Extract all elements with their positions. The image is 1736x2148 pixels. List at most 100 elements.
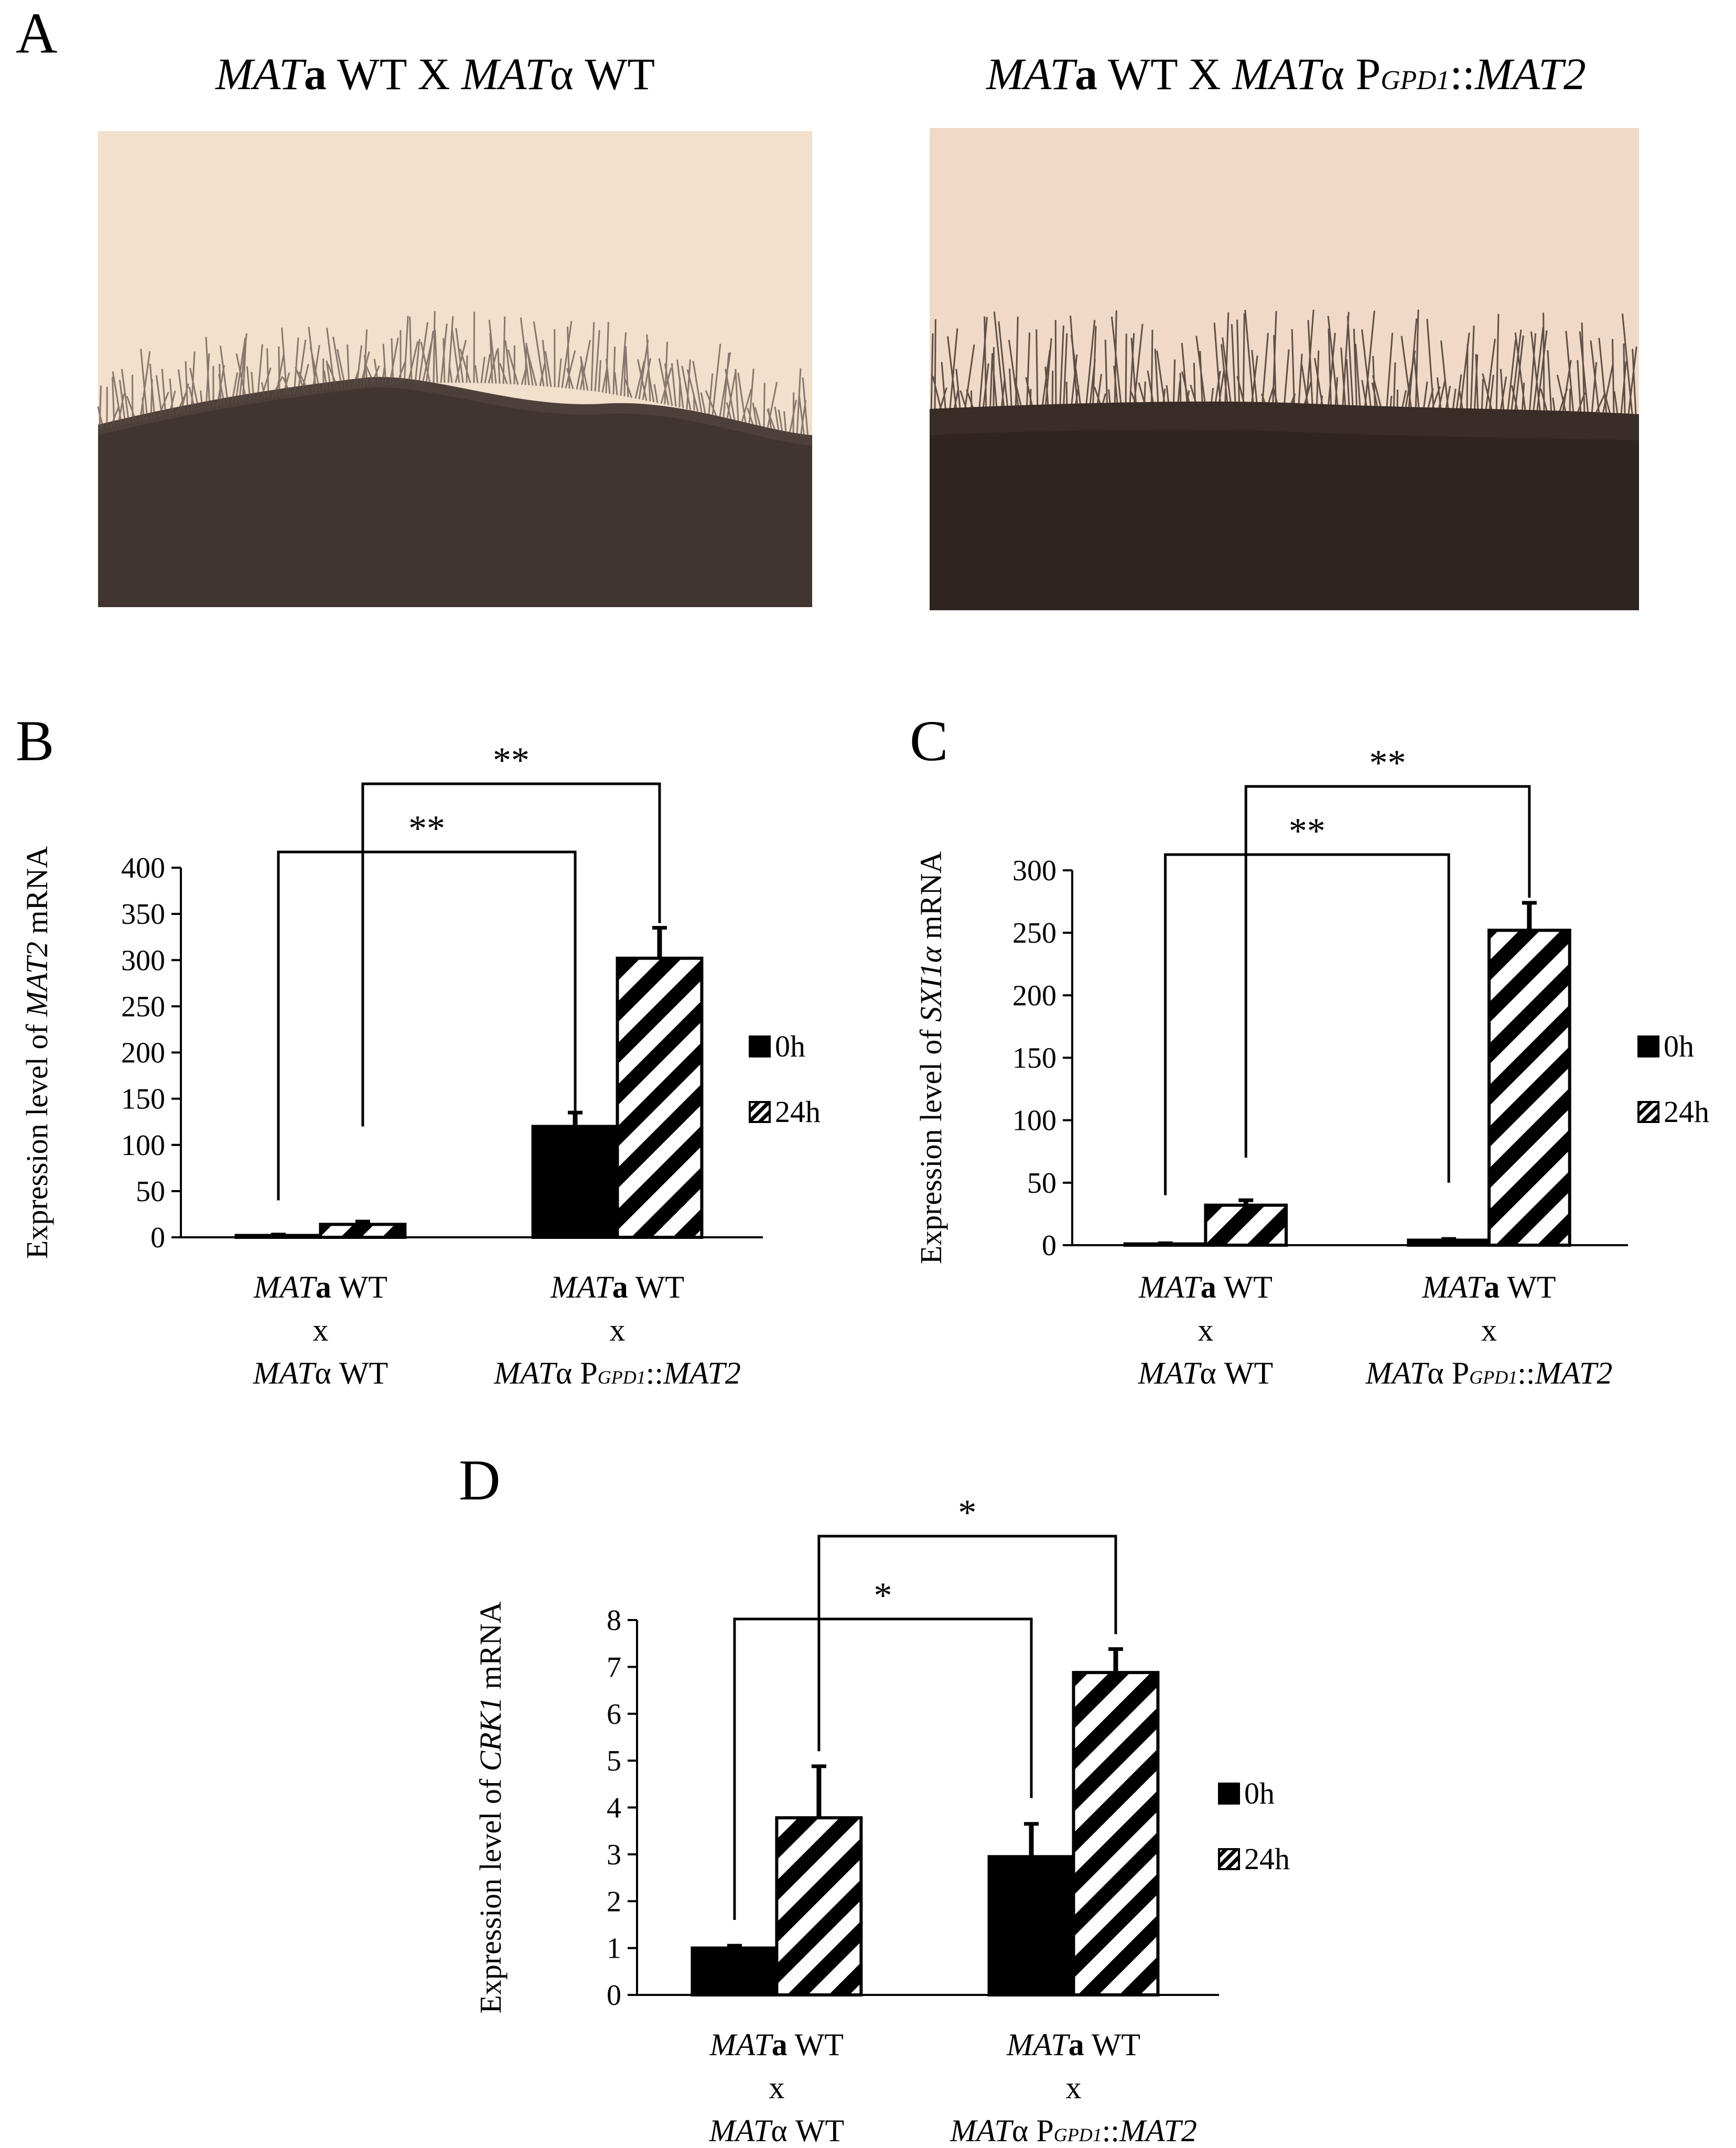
legend-swatch-24h (749, 1101, 771, 1123)
micrograph-right (930, 128, 1639, 610)
text-run: a (1075, 49, 1097, 99)
category-label: MATa WT (1422, 1270, 1556, 1304)
y-axis-label: Expression level of CRK1 mRNA (473, 1601, 508, 2013)
text-run: MAT (214, 49, 307, 99)
text-run: a (1484, 1270, 1500, 1304)
text-run: :: (1517, 1356, 1535, 1390)
text-run: Expression level of (20, 1017, 54, 1259)
category-label: MATα WT (1138, 1356, 1274, 1390)
y-tick-label: 100 (1012, 1105, 1056, 1137)
bar-24h-group-1 (319, 1223, 407, 1239)
category-label: MATa WT (1138, 1270, 1273, 1304)
y-tick-label: 50 (1027, 1167, 1056, 1200)
y-tick-label: 200 (1012, 979, 1056, 1012)
y-tick-label: 2 (607, 1885, 621, 1918)
category-label: x (1066, 2070, 1082, 2105)
y-tick-label: 300 (121, 944, 165, 977)
y-axis-label: Expression level of MAT2 mRNA (20, 846, 54, 1259)
bar-24h-group-1 (1204, 1203, 1288, 1247)
legend-label-24h: 24h (1244, 1842, 1290, 1876)
text-run: a (772, 2027, 788, 2062)
text-run: MAT (460, 49, 553, 99)
text-run: x (769, 2070, 784, 2105)
significance-label: * (958, 1493, 976, 1533)
text-run: SXI1α (914, 946, 948, 1022)
chart-c: C 0 50 100 150 200 250 300 Expression level of S… (910, 709, 1709, 1390)
significance-bracket (361, 782, 661, 1127)
text-run: GPD1 (1054, 2124, 1102, 2145)
text-run: WT X (327, 49, 461, 99)
category-label: MATa WT (1006, 2027, 1140, 2062)
y-tick-label: 5 (607, 1745, 621, 1777)
text-run: WT (1084, 2027, 1140, 2062)
significance-bracket (1164, 853, 1450, 1195)
legend-swatch-24h (1637, 1101, 1659, 1123)
y-tick-label: 6 (607, 1698, 621, 1731)
y-tick-label: 100 (121, 1129, 165, 1162)
y-tick-label: 8 (607, 1604, 621, 1637)
text-run: a (316, 1270, 331, 1304)
text-run: x (1198, 1313, 1213, 1347)
y-tick-label: 4 (607, 1792, 621, 1825)
text-run: GPD1 (598, 1367, 646, 1388)
y-tick-label: 250 (1012, 917, 1056, 949)
text-run: a (1069, 2027, 1084, 2062)
text-run: :: (646, 1356, 663, 1390)
category-label: MATα PGPD1::MAT2 (1365, 1356, 1613, 1390)
bar-24h-group-2 (1487, 929, 1571, 1247)
text-run: a (612, 1270, 628, 1304)
text-run: WT (1216, 1270, 1273, 1304)
bar-0h-group-2 (1407, 1238, 1491, 1247)
text-run: MAT (950, 2113, 1013, 2148)
text-run: MAT2 (1474, 49, 1586, 99)
text-run: a (1201, 1270, 1216, 1304)
y-tick-label: 0 (607, 1979, 621, 2012)
text-run: Expression level of (473, 1771, 508, 2013)
category-label: MATα WT (709, 2113, 845, 2148)
legend-swatch-0h (1637, 1035, 1659, 1057)
legend-label-0h: 0h (1664, 1029, 1694, 1063)
text-run: mRNA (473, 1601, 508, 1697)
text-run: α WT (315, 1356, 388, 1390)
text-run: MAT (1138, 1270, 1202, 1304)
significance-bracket (1244, 785, 1531, 1158)
panel-letter: C (910, 709, 948, 773)
significance-label: ** (493, 740, 530, 781)
bar-0h-group-1 (691, 1946, 779, 1996)
legend-swatch-24h (1218, 1848, 1240, 1870)
text-run: MAT (253, 1356, 317, 1390)
bar-0h-group-2 (987, 1855, 1075, 1996)
y-tick-label: 200 (121, 1037, 165, 1070)
text-run: α WT (771, 2113, 844, 2148)
significance-label: ** (408, 808, 445, 849)
text-run: Expression level of (914, 1022, 948, 1264)
category-label: MATa WT (550, 1270, 684, 1304)
category-label: MATα PGPD1::MAT2 (493, 1356, 741, 1390)
text-run: MAT2 (1535, 1356, 1613, 1390)
text-run: MAT (1365, 1356, 1429, 1390)
text-run: WT X (1097, 49, 1232, 99)
significance-bracket (733, 1617, 1033, 1920)
panel-a-letter: A (16, 1, 57, 65)
y-tick-label: 150 (1012, 1042, 1056, 1075)
y-tick-label: 150 (121, 1083, 165, 1116)
micrograph-left (97, 131, 812, 607)
text-run: MAT2 (20, 942, 54, 1017)
text-run: a (304, 49, 327, 99)
bar-24h-group-2 (1072, 1671, 1160, 1997)
text-run: α WT (1200, 1356, 1273, 1390)
y-tick-label: 0 (150, 1222, 165, 1254)
text-run: MAT (1422, 1270, 1486, 1304)
text-run: MAT (709, 2113, 773, 2148)
text-run: α P (1012, 2113, 1054, 2148)
significance-bracket (817, 1535, 1117, 1752)
text-run: mRNA (914, 851, 948, 947)
y-tick-label: 1 (607, 1933, 621, 1965)
text-run: WT (1500, 1270, 1556, 1304)
significance-label: * (874, 1575, 892, 1616)
category-label: x (769, 2070, 784, 2105)
text-run: α P (556, 1356, 598, 1390)
text-run: MAT (709, 2027, 773, 2062)
text-run: α P (1321, 49, 1381, 99)
text-run: MAT (550, 1270, 614, 1304)
